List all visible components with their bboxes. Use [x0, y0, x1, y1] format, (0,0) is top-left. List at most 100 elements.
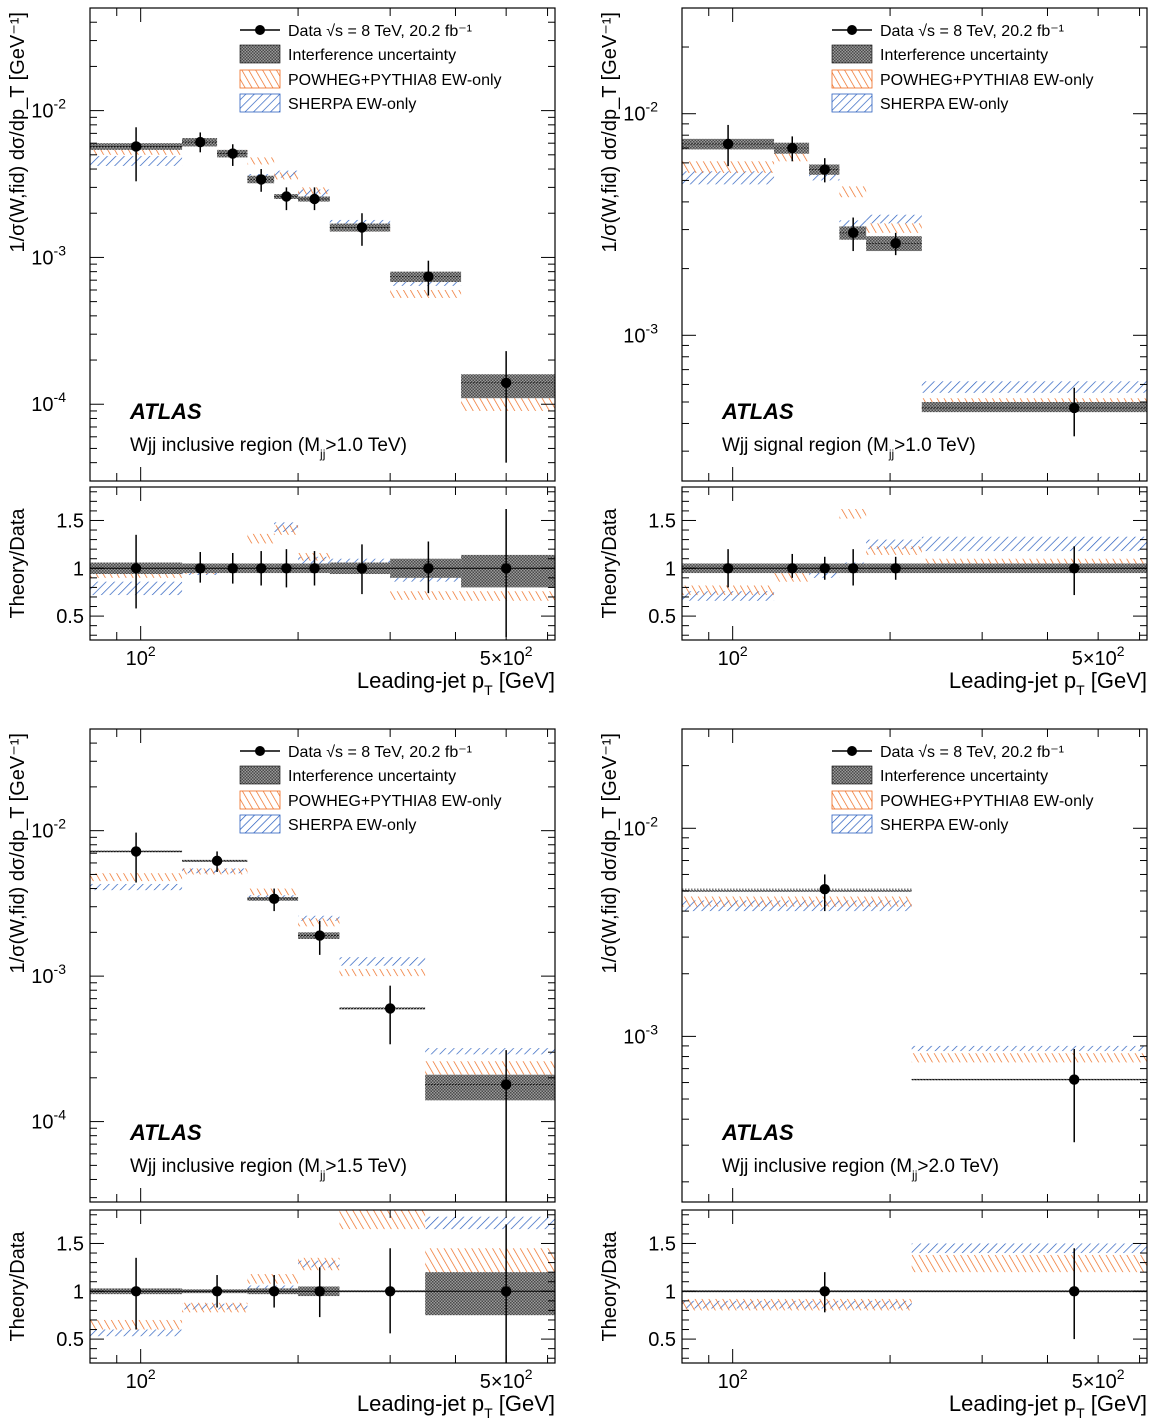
atlas-label: ATLAS — [721, 399, 794, 424]
powheg-band — [682, 161, 775, 174]
ratio-data-point — [195, 563, 206, 574]
x-tick-label: 102 — [126, 1366, 156, 1393]
sherpa-band — [682, 171, 775, 185]
main-plot-frame — [89, 7, 556, 482]
sherpa-band — [390, 280, 462, 286]
ratio-data-point — [819, 563, 830, 574]
sherpa-band — [921, 381, 1147, 393]
main-plot-area — [682, 124, 1147, 437]
data-point — [130, 141, 142, 152]
legend-interference-label: Interference uncertainty — [880, 47, 1048, 64]
x-axis-label: Leading-jet pT [GeV] — [949, 668, 1147, 698]
x-tick-label: 5×102 — [1072, 1366, 1125, 1393]
x-tick-label: 5×102 — [480, 643, 533, 670]
y-axis-label: 1/σ(W,fid) dσ/dp_T [GeV⁻¹] — [7, 733, 29, 974]
x-tick-label: 102 — [718, 1366, 748, 1393]
data-point — [356, 222, 368, 233]
y-tick-label: 10-3 — [623, 1021, 658, 1048]
y-tick-label: 10-4 — [31, 389, 66, 416]
ratio-y-tick-label: 1.5 — [648, 1233, 676, 1255]
legend-powheg-label: POWHEG+PYTHIA8 EW-only — [288, 793, 502, 810]
legend-interference-label: Interference uncertainty — [880, 768, 1048, 785]
ratio-plot-area — [90, 1196, 555, 1363]
y-tick-label: 10-2 — [31, 96, 66, 123]
legend-sherpa-label: SHERPA EW-only — [288, 817, 416, 834]
y-axis-label: 1/σ(W,fid) dσ/dp_T [GeV⁻¹] — [7, 12, 29, 253]
legend: Data √s = 8 TeV, 20.2 fb⁻¹ Interference u… — [239, 23, 502, 113]
legend-powheg-swatch — [239, 69, 281, 89]
main-plot-area — [682, 874, 1147, 1143]
ratio-data-point — [211, 1286, 223, 1297]
ratio-data-point — [500, 1286, 512, 1297]
ratio-powheg-band — [247, 1274, 299, 1284]
legend-data-marker — [255, 25, 265, 35]
data-point — [268, 893, 280, 905]
powheg-band — [866, 223, 922, 233]
legend-sherpa-swatch — [239, 93, 281, 113]
data-point — [227, 148, 238, 159]
ratio-sherpa-band — [339, 1196, 425, 1206]
ratio-y-tick-label: 1.5 — [56, 510, 84, 532]
legend-data-marker — [847, 25, 857, 35]
powheg-band — [911, 1053, 1147, 1063]
ratio-plot-area — [90, 508, 555, 638]
y-axis-label: 1/σ(W,fid) dσ/dp_T [GeV⁻¹] — [599, 733, 621, 974]
legend-sherpa-label: SHERPA EW-only — [288, 96, 416, 113]
region-label: Wjj inclusive region (Mjj>2.0 TeV) — [722, 1156, 999, 1182]
ratio-plot-frame — [681, 486, 1148, 641]
ratio-y-axis-label: Theory/Data — [599, 508, 621, 619]
ratio-y-tick-label: 0.5 — [648, 606, 676, 628]
ratio-y-axis-label: Theory/Data — [599, 1231, 621, 1342]
ratio-powheg-band — [390, 591, 462, 600]
legend-powheg-swatch — [831, 69, 873, 89]
legend-powheg-swatch — [239, 790, 281, 810]
y-tick-label: 10-2 — [623, 99, 658, 126]
data-point — [314, 930, 325, 941]
legend-interference-label: Interference uncertainty — [288, 47, 456, 64]
ratio-y-tick-label: 0.5 — [56, 606, 84, 628]
legend-data-marker — [255, 746, 265, 756]
powheg-band — [682, 896, 912, 907]
ratio-powheg-band — [682, 585, 775, 596]
ratio-y-tick-label: 1 — [665, 1281, 676, 1303]
data-point — [309, 193, 320, 205]
legend-data-label: Data √s = 8 TeV, 20.2 fb⁻¹ — [288, 23, 472, 40]
ratio-data-point — [423, 563, 434, 574]
x-axis-label: Leading-jet pT [GeV] — [357, 668, 555, 698]
main-plot-frame — [681, 7, 1148, 482]
ratio-powheg-band — [339, 1210, 426, 1230]
ratio-powheg-band — [682, 1298, 912, 1311]
legend-powheg-swatch — [831, 790, 873, 810]
legend-sherpa-swatch — [831, 814, 873, 834]
legend-sherpa-swatch — [831, 93, 873, 113]
y-tick-label: 10-3 — [31, 961, 66, 988]
ratio-data-point — [890, 563, 901, 574]
atlas-label: ATLAS — [129, 1120, 202, 1145]
legend-sherpa-label: SHERPA EW-only — [880, 817, 1008, 834]
ratio-data-point — [130, 1286, 142, 1297]
powheg-band — [339, 968, 426, 977]
ratio-data-point — [130, 563, 142, 574]
y-tick-label: 10-3 — [31, 242, 66, 269]
data-point — [384, 1003, 396, 1014]
x-axis-label: Leading-jet pT [GeV] — [949, 1391, 1147, 1421]
legend-data-label: Data √s = 8 TeV, 20.2 fb⁻¹ — [880, 744, 1064, 761]
ratio-data-point — [819, 1286, 830, 1297]
x-tick-label: 5×102 — [1072, 643, 1125, 670]
ratio-y-tick-label: 1.5 — [648, 510, 676, 532]
interference-band — [921, 401, 1147, 413]
legend-powheg-label: POWHEG+PYTHIA8 EW-only — [288, 72, 502, 89]
ratio-plot-area — [682, 508, 1147, 601]
data-point — [195, 136, 206, 148]
ratio-data-point — [314, 1286, 325, 1297]
legend-interference-swatch — [239, 765, 281, 785]
data-point — [819, 883, 830, 895]
data-point — [847, 227, 859, 239]
data-point — [1069, 1074, 1080, 1085]
ratio-powheg-band — [911, 1254, 1147, 1273]
y-tick-label: 10-4 — [31, 1107, 66, 1134]
legend-powheg-label: POWHEG+PYTHIA8 EW-only — [880, 793, 1094, 810]
